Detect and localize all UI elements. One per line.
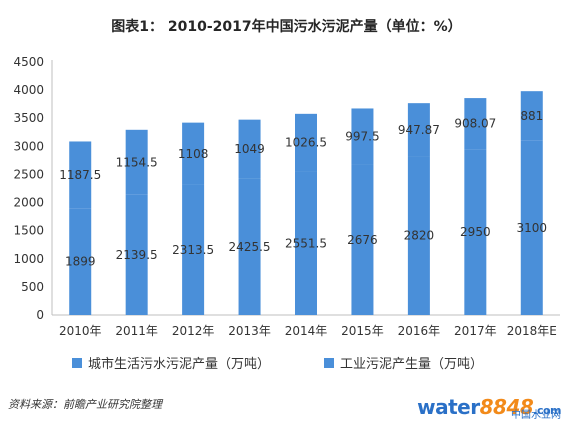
data-label-industrial: 1026.5 xyxy=(285,136,327,150)
data-label-industrial: 1154.5 xyxy=(116,155,158,169)
y-tick-label: 1000 xyxy=(13,252,44,266)
y-tick-label: 2000 xyxy=(13,196,44,210)
bar-industrial-sludge xyxy=(520,91,543,141)
data-label-municipal: 2139.5 xyxy=(116,248,158,262)
data-label-municipal: 1899 xyxy=(65,255,96,269)
legend-label-industrial: 工业污泥产生量（万吨） xyxy=(340,357,484,372)
y-tick-label: 1500 xyxy=(13,224,44,238)
bar-industrial-sludge xyxy=(407,103,430,157)
bar-municipal-sludge xyxy=(182,184,205,315)
bar-municipal-sludge xyxy=(407,156,430,315)
x-tick-label: 2018年E xyxy=(507,324,557,338)
data-label-industrial: 908.07 xyxy=(454,117,496,131)
watermark-prefix: water xyxy=(417,395,480,419)
data-label-municipal: 2551.5 xyxy=(285,236,327,250)
data-label-municipal: 2950 xyxy=(460,225,491,239)
bar-series xyxy=(69,91,543,315)
data-label-industrial: 1108 xyxy=(178,147,209,161)
watermark-subtitle: 中国水业网 xyxy=(511,410,561,421)
legend-item-municipal: 城市生活污水污泥产量（万吨） xyxy=(72,353,270,372)
x-tick-label: 2011年 xyxy=(115,324,158,338)
y-axis-tick-labels: 0 500 1000 1500 2000 2500 3000 3500 4000 4500 xyxy=(13,55,44,322)
x-tick-label: 2013年 xyxy=(228,324,271,338)
data-label-municipal: 3100 xyxy=(517,221,548,235)
bar-municipal-sludge xyxy=(464,149,487,315)
data-label-industrial: 881 xyxy=(520,109,543,123)
y-tick-label: 3000 xyxy=(13,139,44,153)
x-tick-label: 2010年 xyxy=(59,324,102,338)
legend-item-industrial: 工业污泥产生量（万吨） xyxy=(324,353,483,372)
site-watermark-logo: water8848.com xyxy=(417,397,561,417)
bar-industrial-sludge xyxy=(125,129,148,195)
data-label-industrial: 947.87 xyxy=(398,123,440,137)
x-axis-tick-labels: 2010年 2011年 2012年 2013年 2014年 2015年 2016年 2017年… xyxy=(59,324,557,338)
data-label-municipal: 2425.5 xyxy=(229,240,271,254)
watermark-number: 8848 xyxy=(479,395,534,419)
bar-industrial-sludge xyxy=(464,98,487,150)
data-label-municipal: 2820 xyxy=(404,229,435,243)
data-label-industrial: 1187.5 xyxy=(59,168,101,182)
y-tick-label: 0 xyxy=(36,308,44,322)
data-labels: 1899 1187.5 2139.5 1154.5 2313.5 1108 2425.5 10… xyxy=(59,109,547,269)
chart-title: 图表1： 2010-2017年中国污水污泥产量（单位：%） xyxy=(111,19,462,35)
bar-municipal-sludge xyxy=(69,208,92,315)
legend-label-municipal: 城市生活污水污泥产量（万吨） xyxy=(88,357,271,372)
source-note: 资料来源：前瞻产业研究院整理 xyxy=(8,398,162,411)
x-tick-label: 2016年 xyxy=(398,324,441,338)
bar-municipal-sludge xyxy=(125,194,148,315)
bar-municipal-sludge xyxy=(520,140,543,315)
legend-swatch-industrial xyxy=(324,357,334,368)
y-tick-label: 4500 xyxy=(13,55,44,69)
chart-legend: 城市生活污水污泥产量（万吨） 工业污泥产生量（万吨） xyxy=(0,353,573,373)
y-tick-label: 4000 xyxy=(13,83,44,97)
y-tick-label: 500 xyxy=(21,280,44,294)
legend-swatch-municipal xyxy=(72,357,82,368)
x-tick-label: 2015年 xyxy=(341,324,384,338)
watermark-tail: .com xyxy=(533,404,561,417)
data-label-municipal: 2676 xyxy=(347,233,378,247)
bar-industrial-sludge xyxy=(69,141,92,209)
bar-municipal-sludge xyxy=(238,178,261,315)
x-tick-label: 2017年 xyxy=(454,324,497,338)
bar-industrial-sludge xyxy=(182,122,205,185)
y-tick-label: 2500 xyxy=(13,167,44,181)
bar-municipal-sludge xyxy=(295,171,317,315)
y-tick-label: 3500 xyxy=(13,111,44,125)
bar-industrial-sludge xyxy=(238,119,261,179)
bar-industrial-sludge xyxy=(351,108,374,165)
bar-municipal-sludge xyxy=(351,164,374,315)
data-label-industrial: 1049 xyxy=(234,142,265,156)
data-label-municipal: 2313.5 xyxy=(172,243,214,257)
bar-industrial-sludge xyxy=(295,113,317,172)
data-label-industrial: 997.5 xyxy=(345,130,379,144)
x-tick-label: 2014年 xyxy=(285,324,328,338)
x-tick-label: 2012年 xyxy=(172,324,215,338)
